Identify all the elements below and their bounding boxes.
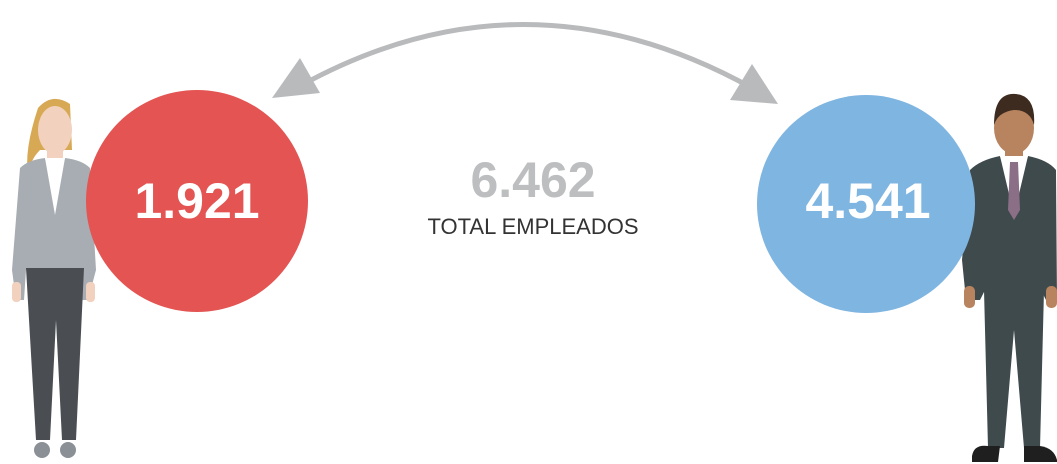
female-count: 1.921 (134, 173, 259, 229)
arrow-head-right (730, 64, 778, 104)
woman-figure (12, 99, 96, 458)
male-count: 4.541 (805, 173, 930, 229)
total-label: TOTAL EMPLEADOS (427, 214, 638, 239)
page: {"female": {"count": "1.921"}, "male": {… (0, 0, 1057, 464)
man-figure (962, 94, 1057, 462)
total-count: 6.462 (470, 152, 595, 208)
connector-arc (300, 24, 752, 88)
infographic: 1.921 4.541 6.462 TOTAL EMPLEADOS (0, 0, 1057, 464)
